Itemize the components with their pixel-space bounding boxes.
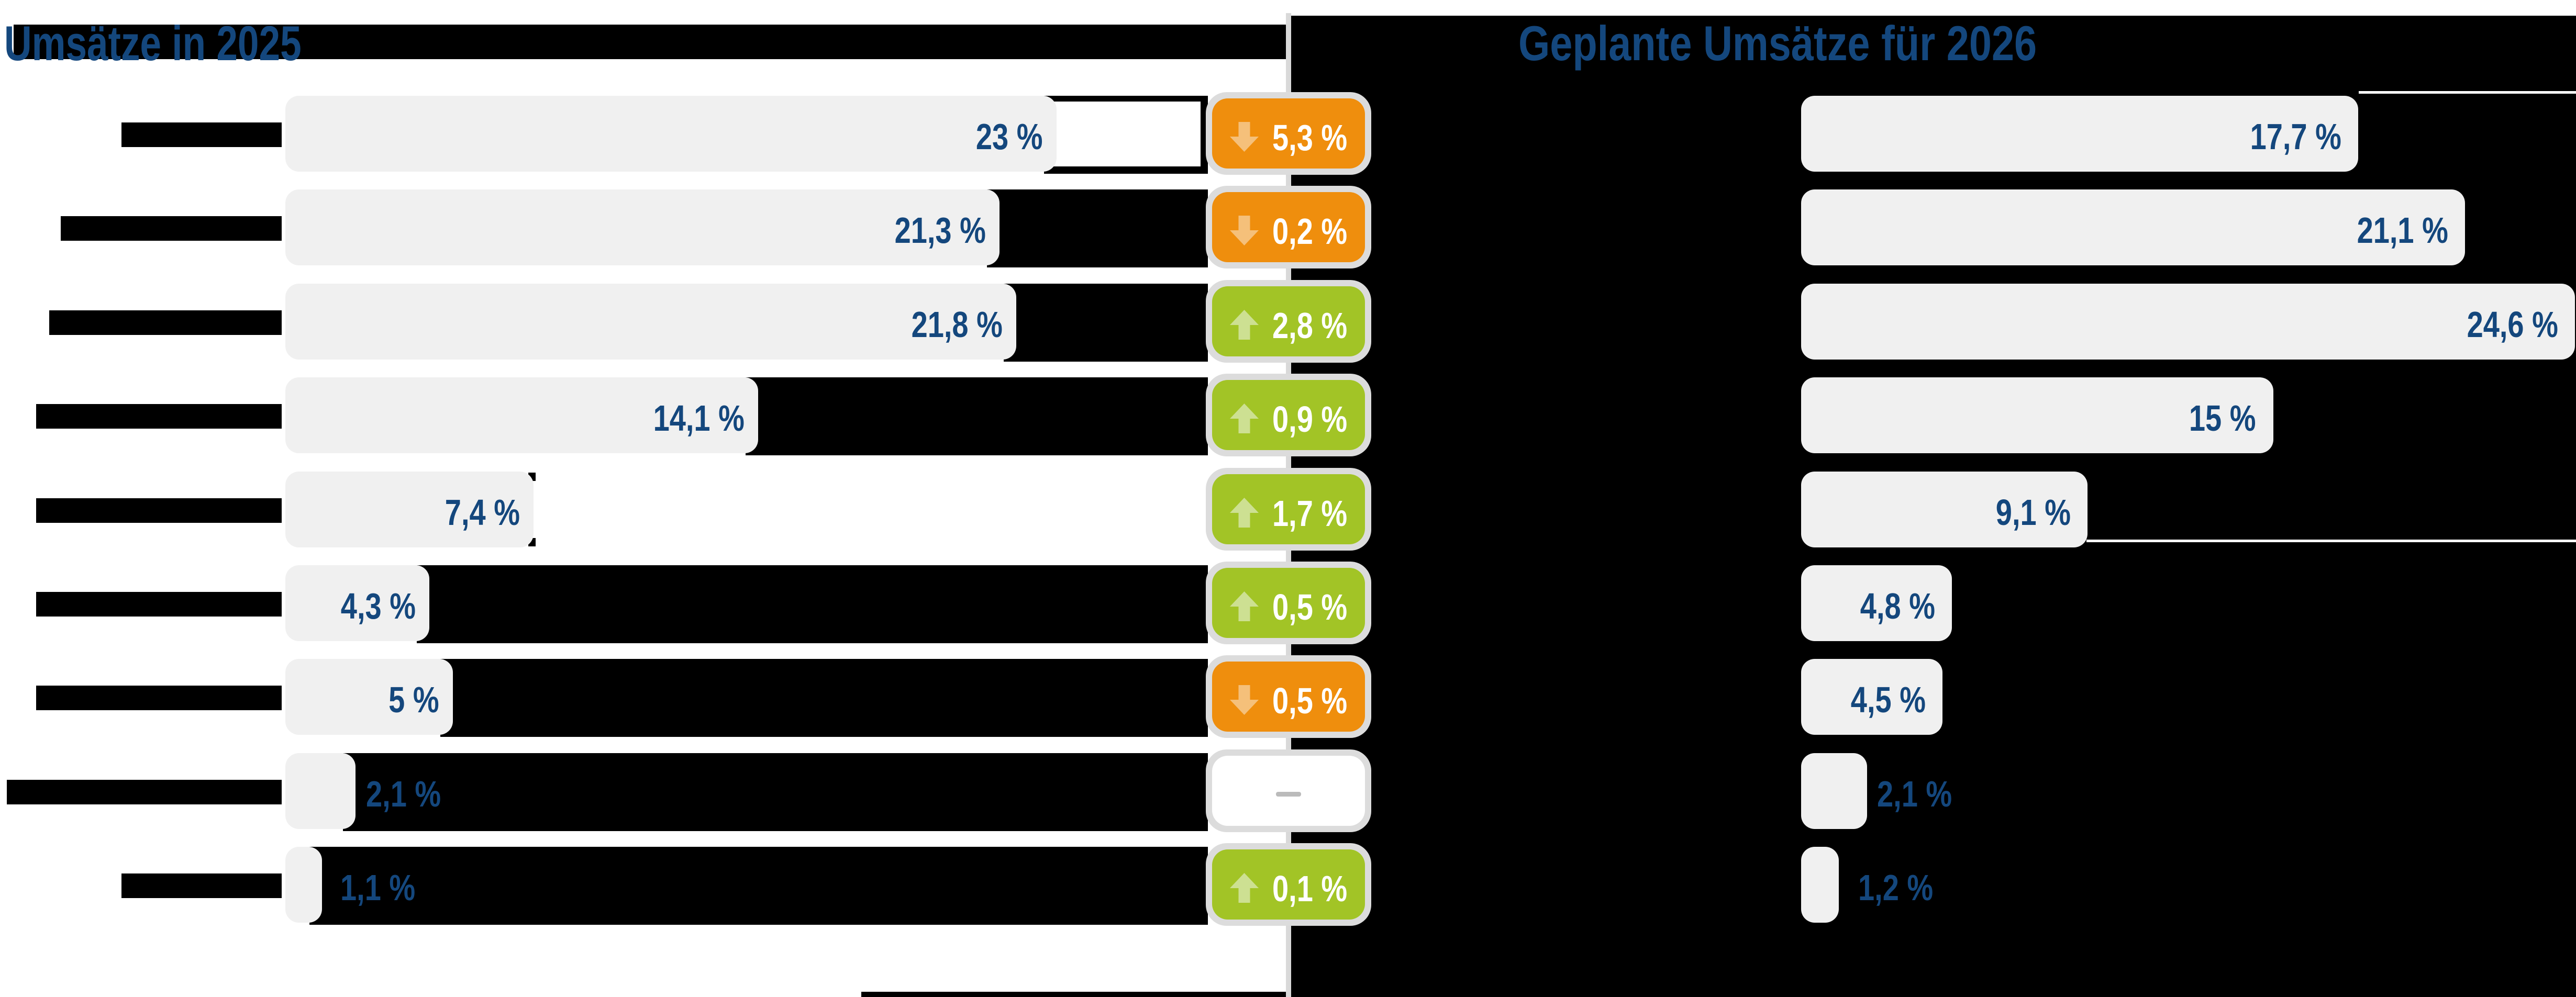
category-label-redaction (61, 216, 282, 241)
bar-2026-value: 24,6 % (2467, 304, 2558, 345)
bar-2026 (1801, 189, 2465, 265)
change-badge-value: 0,5 % (1272, 587, 1348, 628)
change-badge-value: 0,5 % (1272, 680, 1348, 721)
category-label-redaction (121, 122, 282, 147)
change-badge-value: 2,8 % (1272, 305, 1348, 346)
row-redaction-region (417, 565, 1208, 643)
change-badge-up: 0,9 % (1212, 380, 1365, 450)
bar-2025-value: 23 % (976, 116, 1043, 157)
bar-2026 (1801, 472, 2088, 547)
bar-2025 (285, 847, 322, 923)
arrow-up-icon (1230, 591, 1259, 621)
bar-2026 (1801, 96, 2358, 172)
left-panel-title: Umsätze in 2025 (4, 16, 302, 71)
bar-2025 (285, 472, 534, 547)
bar-2026-value: 21,1 % (2357, 210, 2448, 251)
category-label-redaction (36, 498, 282, 523)
bar-2025 (285, 284, 1016, 360)
change-badge-up: 1,7 % (1212, 474, 1365, 544)
change-badge-down: 0,5 % (1212, 662, 1365, 732)
bar-2025-value: 21,3 % (894, 210, 986, 251)
bar-2025-value: 4,3 % (340, 586, 416, 626)
category-label-redaction (36, 592, 282, 617)
bar-2025 (285, 565, 429, 641)
category-label-redaction (36, 404, 282, 429)
bar-2025 (285, 753, 356, 829)
no-change-dash-icon (1276, 792, 1301, 797)
bottom-edge-strip (861, 992, 1286, 997)
arrow-up-icon (1230, 498, 1259, 528)
bar-2025 (285, 659, 453, 735)
arrow-down-icon (1230, 685, 1259, 715)
category-label-redaction (49, 310, 282, 335)
change-badge-up: 2,8 % (1212, 286, 1365, 356)
bar-2025 (285, 96, 1057, 172)
bar-2025-value: 14,1 % (653, 398, 745, 439)
change-badge-value: 0,9 % (1272, 399, 1348, 440)
change-badge-value: 0,2 % (1272, 211, 1348, 252)
category-label-redaction (36, 686, 282, 710)
row-redaction-region (1004, 284, 1208, 362)
bar-2026-value: 2,1 % (1877, 774, 1952, 814)
change-badge-up: 0,5 % (1212, 568, 1365, 638)
row-redaction-region (343, 753, 1208, 831)
bar-2026 (1801, 565, 1952, 641)
arrow-down-icon (1230, 122, 1259, 152)
change-badge-value: 0,1 % (1272, 868, 1348, 909)
bar-2025-value: 2,1 % (366, 774, 441, 814)
change-badge-value: 1,7 % (1272, 493, 1348, 534)
row-white-inset-box (1052, 102, 1201, 166)
change-badge-down: 5,3 % (1212, 98, 1365, 169)
row-redaction-region (746, 377, 1208, 455)
bar-2026-value: 4,8 % (1860, 586, 1935, 626)
bar-2026-value: 9,1 % (1995, 492, 2071, 533)
title-redaction-strip (14, 25, 1286, 59)
bar-2026 (1801, 377, 2273, 453)
bar-2026 (1801, 284, 2575, 360)
bar-2025 (285, 377, 758, 453)
bar-2026-value: 15 % (2189, 398, 2256, 439)
bar-2025-value: 21,8 % (911, 304, 1003, 345)
row1-top-gap-line (2359, 91, 2576, 94)
category-label-redaction (7, 780, 282, 804)
arrow-up-icon (1230, 310, 1259, 340)
change-badge-up: 0,1 % (1212, 849, 1365, 920)
bar-2026-value: 4,5 % (1850, 679, 1926, 720)
arrow-up-icon (1230, 404, 1259, 433)
change-badge-none (1212, 756, 1365, 826)
arrow-up-icon (1230, 873, 1259, 903)
change-badge-down: 0,2 % (1212, 192, 1365, 262)
row-redaction-region (987, 189, 1208, 267)
bar-2026-value: 1,2 % (1858, 867, 1934, 908)
row-redaction-region (309, 847, 1208, 925)
right-panel-title: Geplante Umsätze für 2026 (1518, 16, 2037, 71)
bar-2025-value: 1,1 % (340, 867, 416, 908)
bar-2026 (1801, 847, 1839, 923)
change-badge-value: 5,3 % (1272, 117, 1348, 158)
bar-2026 (1801, 753, 1867, 829)
bar-2025-value: 7,4 % (445, 492, 520, 533)
bar-2025-value: 5 % (388, 679, 440, 720)
bar-2025 (285, 189, 1000, 265)
bar-2026 (1801, 659, 1942, 735)
bar-2026-value: 17,7 % (2250, 116, 2341, 157)
row-redaction-region (440, 659, 1208, 737)
arrow-down-icon (1230, 216, 1259, 245)
row5-bottom-gap-line (2086, 540, 2576, 542)
category-label-redaction (121, 873, 282, 898)
